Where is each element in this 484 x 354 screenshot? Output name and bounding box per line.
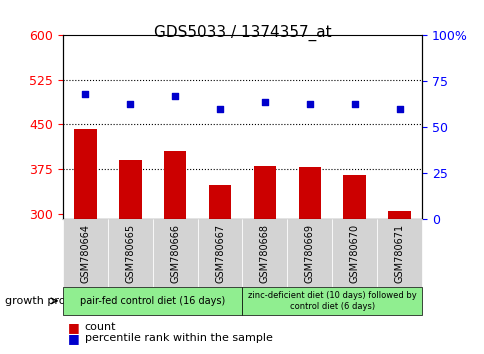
Text: pair-fed control diet (16 days): pair-fed control diet (16 days) bbox=[80, 296, 225, 306]
Bar bbox=[119, 160, 141, 354]
Point bbox=[216, 106, 224, 112]
Text: GSM780664: GSM780664 bbox=[80, 224, 91, 282]
Point bbox=[81, 91, 89, 97]
Text: growth protocol: growth protocol bbox=[5, 296, 92, 306]
Text: GSM780667: GSM780667 bbox=[214, 223, 225, 283]
Bar bbox=[298, 167, 320, 354]
Bar bbox=[164, 151, 186, 354]
Bar bbox=[209, 185, 231, 354]
Text: GSM780670: GSM780670 bbox=[349, 223, 359, 283]
Bar bbox=[74, 129, 96, 354]
Text: GSM780669: GSM780669 bbox=[304, 224, 314, 282]
Text: GDS5033 / 1374357_at: GDS5033 / 1374357_at bbox=[153, 25, 331, 41]
Text: GSM780671: GSM780671 bbox=[393, 223, 404, 283]
Text: count: count bbox=[85, 322, 116, 332]
Point bbox=[126, 101, 134, 106]
Bar bbox=[388, 211, 410, 354]
Text: ■: ■ bbox=[68, 332, 79, 344]
Point bbox=[305, 101, 313, 106]
Text: zinc-deficient diet (10 days) followed by
control diet (6 days): zinc-deficient diet (10 days) followed b… bbox=[247, 291, 416, 310]
Text: GSM780668: GSM780668 bbox=[259, 224, 270, 282]
Bar bbox=[343, 175, 365, 354]
Text: ■: ■ bbox=[68, 321, 79, 334]
Text: percentile rank within the sample: percentile rank within the sample bbox=[85, 333, 272, 343]
Bar bbox=[253, 166, 275, 354]
Point bbox=[350, 101, 358, 106]
Point bbox=[395, 106, 403, 112]
Text: GSM780666: GSM780666 bbox=[170, 224, 180, 282]
Point bbox=[171, 93, 179, 99]
Text: GSM780665: GSM780665 bbox=[125, 223, 135, 283]
Point bbox=[260, 99, 268, 104]
